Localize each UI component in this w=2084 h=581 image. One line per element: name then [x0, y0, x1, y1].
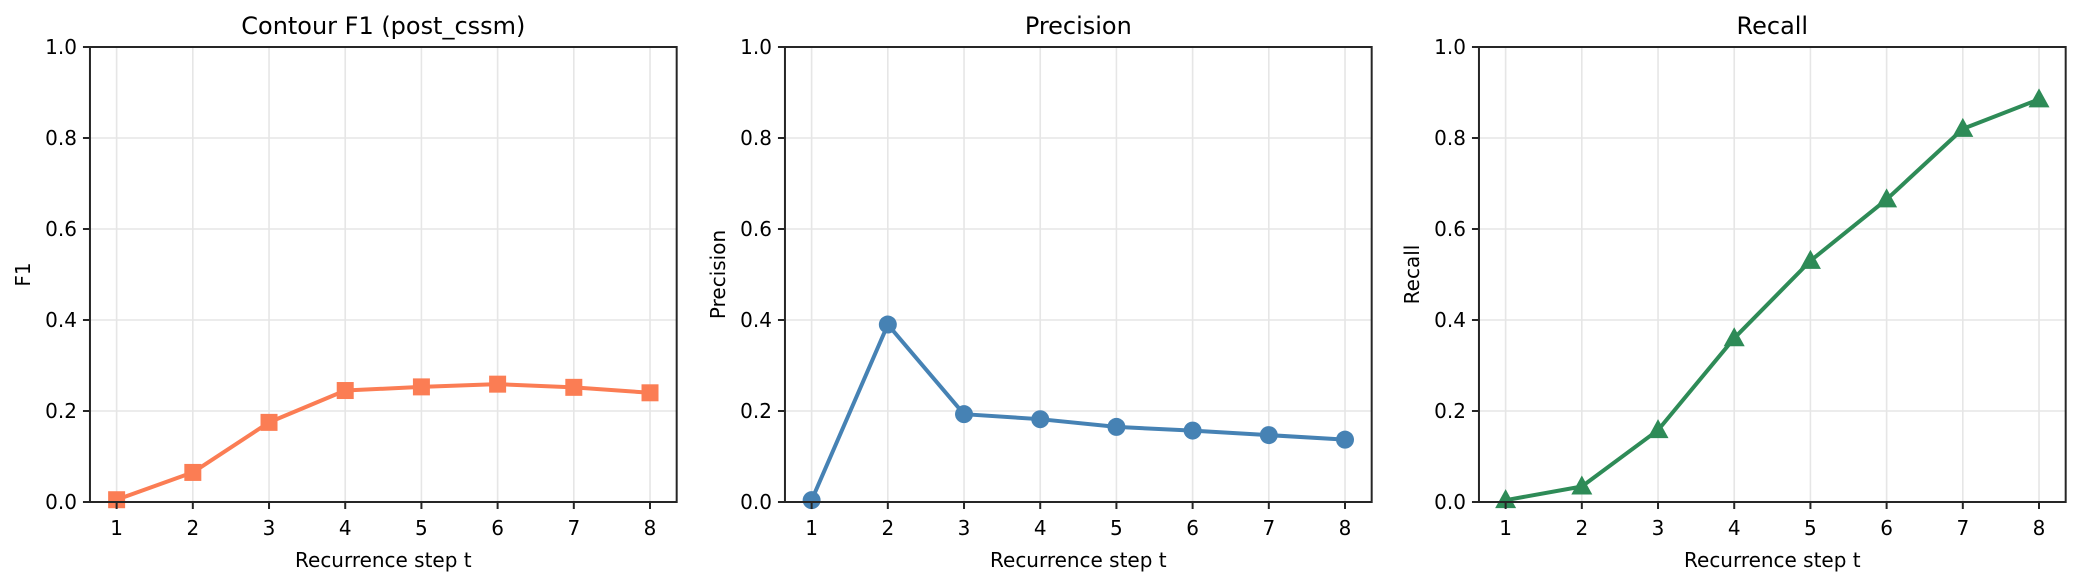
y-tick-label: 0.0	[1435, 490, 1467, 514]
x-tick-label: 8	[644, 516, 657, 540]
panel-recall: 0.0 0.2 0.4 0.6 0.8 1.0 1 2 3 4 5 6 7 8 Recall Recurren…	[1389, 0, 2084, 581]
plot-background	[1389, 0, 2084, 581]
x-tick-label: 5	[1110, 516, 1123, 540]
chart-title: Contour F1 (post_cssm)	[241, 12, 525, 40]
panel-precision: 0.0 0.2 0.4 0.6 0.8 1.0 1 2 3 4 5 6 7 8 Precision Recur…	[694, 0, 1390, 581]
circle-marker	[802, 491, 821, 510]
chart-title: Precision	[1024, 12, 1131, 40]
x-tick-label: 5	[1804, 516, 1817, 540]
triangle-marker	[1800, 249, 1822, 269]
x-tick-label: 2	[186, 516, 199, 540]
triangle-marker	[1495, 489, 1517, 509]
circle-marker	[1030, 410, 1049, 429]
x-tick-label: 1	[1500, 516, 1513, 540]
triangle-marker	[1952, 117, 1974, 137]
square-marker	[184, 463, 202, 481]
x-axis-label: Recurrence step t	[1684, 548, 1861, 572]
y-tick-label: 0.8	[45, 126, 77, 150]
circle-marker	[1259, 426, 1278, 445]
x-tick-label: 1	[805, 516, 818, 540]
y-tick-label: 0.2	[45, 399, 77, 423]
recall-plot: 0.0 0.2 0.4 0.6 0.8 1.0 1 2 3 4 5 6 7 8 Recall Recurren…	[1389, 0, 2084, 581]
x-tick-label: 3	[263, 516, 276, 540]
x-tick-label: 4	[1034, 516, 1047, 540]
circle-marker	[1335, 430, 1354, 449]
square-marker	[641, 384, 659, 402]
data-line	[1503, 97, 2042, 503]
y-tick-label: 0.4	[740, 308, 772, 332]
y-axis-label: F1	[11, 262, 35, 286]
x-tick-label: 7	[1262, 516, 1275, 540]
x-tick-label: 6	[1186, 516, 1199, 540]
y-tick-label: 1.0	[740, 35, 772, 59]
square-marker	[412, 378, 430, 396]
x-tick-label: 2	[881, 516, 894, 540]
y-tick-label: 0.6	[740, 217, 772, 241]
triangle-marker	[2028, 88, 2050, 108]
x-tick-label: 5	[415, 516, 428, 540]
x-tick-label: 8	[1338, 516, 1351, 540]
triangle-marker	[1724, 327, 1746, 347]
y-tick-label: 0.0	[740, 490, 772, 514]
x-axis-label: Recurrence step t	[295, 548, 472, 572]
x-tick-label: 3	[957, 516, 970, 540]
y-tick-label: 0.2	[1435, 399, 1467, 423]
axes-frame	[88, 46, 678, 503]
square-marker	[260, 413, 278, 431]
panel-contour-f1: 0.0 0.2 0.4 0.6 0.8 1.0 1 2 3 4 5 6 7 8 Contour F1 (po…	[0, 0, 695, 581]
y-axis-label: Precision	[706, 230, 730, 319]
circle-marker	[878, 315, 897, 334]
axes-frame	[783, 46, 1373, 503]
x-tick-label: 7	[567, 516, 580, 540]
contour-f1-plot: 0.0 0.2 0.4 0.6 0.8 1.0 1 2 3 4 5 6 7 8 Contour F1 (po…	[0, 0, 695, 581]
y-tick-label: 0.4	[1435, 308, 1467, 332]
circle-marker	[954, 405, 973, 424]
plot-background	[694, 0, 1390, 581]
y-tick-label: 0.6	[1435, 217, 1467, 241]
x-tick-label: 4	[339, 516, 352, 540]
circle-marker	[1107, 417, 1126, 436]
y-tick-label: 0.0	[45, 490, 77, 514]
triangle-marker	[1571, 475, 1593, 495]
x-tick-label: 3	[1652, 516, 1665, 540]
y-tick-label: 0.8	[1435, 126, 1467, 150]
square-marker	[489, 375, 507, 393]
precision-plot: 0.0 0.2 0.4 0.6 0.8 1.0 1 2 3 4 5 6 7 8 Precision Recur…	[694, 0, 1390, 581]
y-tick-label: 0.8	[740, 126, 772, 150]
x-tick-label: 6	[491, 516, 504, 540]
x-tick-label: 1	[110, 516, 123, 540]
data-line	[809, 322, 1347, 503]
data-line	[114, 382, 653, 502]
y-tick-label: 0.4	[45, 308, 77, 332]
x-tick-label: 4	[1728, 516, 1741, 540]
triangle-marker	[1876, 188, 1898, 208]
x-tick-label: 7	[1957, 516, 1970, 540]
square-marker	[108, 491, 126, 509]
x-axis-label: Recurrence step t	[990, 548, 1167, 572]
square-marker	[336, 382, 354, 400]
y-tick-label: 0.6	[45, 217, 77, 241]
chart-title: Recall	[1737, 12, 1809, 40]
square-marker	[565, 378, 583, 396]
y-tick-label: 1.0	[1435, 35, 1467, 59]
x-tick-label: 6	[1881, 516, 1894, 540]
triangle-marker	[1647, 419, 1669, 439]
plot-background	[0, 0, 695, 581]
circle-marker	[1183, 421, 1202, 440]
y-tick-label: 0.2	[740, 399, 772, 423]
y-axis-label: Recall	[1400, 245, 1424, 305]
x-tick-label: 2	[1576, 516, 1589, 540]
y-tick-label: 1.0	[45, 35, 77, 59]
x-tick-label: 8	[2033, 516, 2046, 540]
axes-frame	[1478, 46, 2068, 503]
